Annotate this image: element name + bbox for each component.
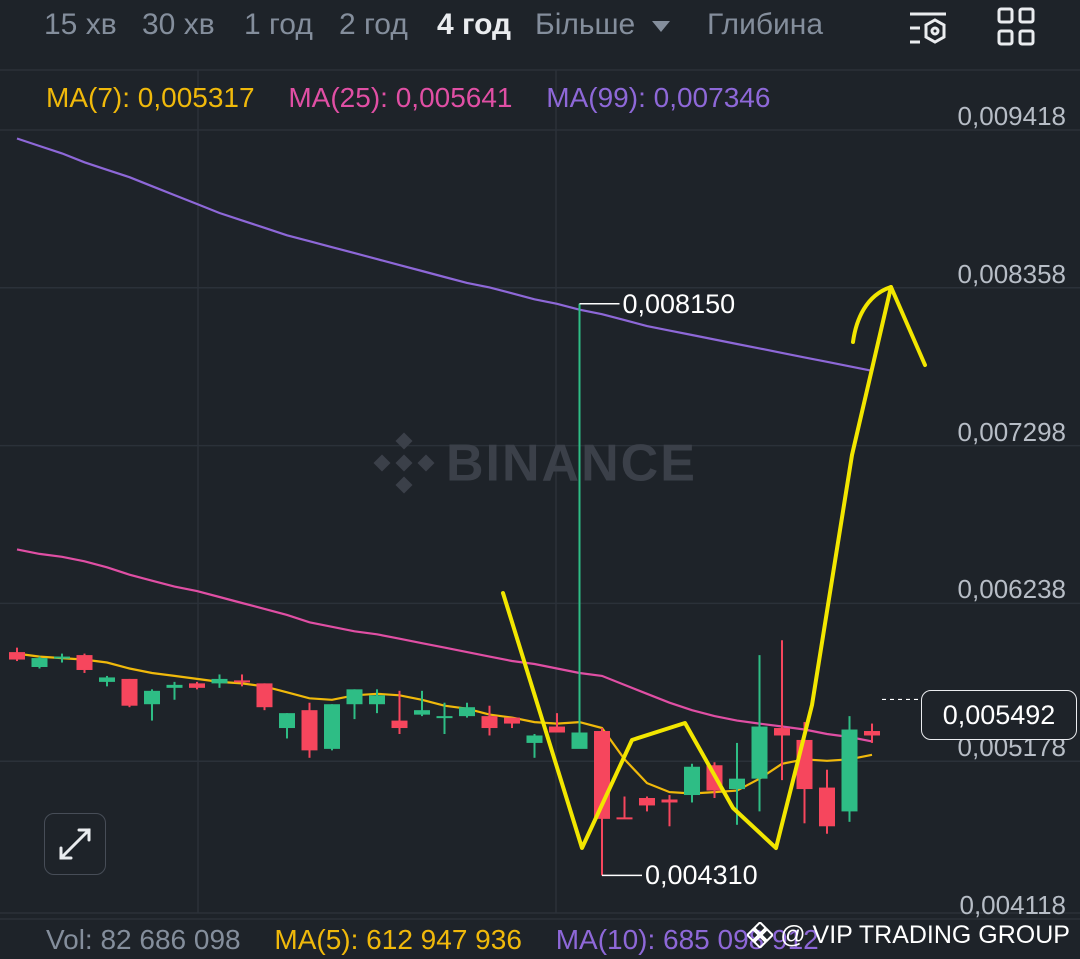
candle <box>841 716 858 822</box>
watermark-text: BINANCE <box>446 434 697 493</box>
chart-settings-icon[interactable] <box>906 6 950 50</box>
candle <box>391 690 408 734</box>
candle <box>526 733 543 758</box>
y-tick-label: 0,007298 <box>957 416 1066 447</box>
volume-value: Vol: 82 686 098 <box>46 924 241 955</box>
candle <box>751 655 768 812</box>
high-low-markers <box>579 303 642 877</box>
candle <box>211 674 228 688</box>
candle <box>571 303 588 749</box>
candle <box>256 683 273 711</box>
candle <box>369 689 385 714</box>
ma7-value: MA(7): 0,005317 <box>46 82 255 113</box>
ma99-value: MA(99): 0,007346 <box>546 82 771 113</box>
candlesticks <box>9 303 880 876</box>
tab-2h[interactable]: 2 год <box>339 8 408 41</box>
y-tick-label: 0,009418 <box>957 101 1066 131</box>
candle <box>639 796 655 812</box>
low-price-label: 0,004310 <box>645 860 758 891</box>
candle <box>864 723 880 743</box>
candle <box>324 704 340 751</box>
binance-watermark: BINANCE <box>372 430 697 495</box>
candle <box>189 681 205 690</box>
candle <box>346 689 363 720</box>
candle <box>166 681 183 700</box>
more-timeframes-button[interactable]: Більше <box>535 8 672 42</box>
candle <box>54 653 70 663</box>
candle <box>279 713 295 739</box>
timeframe-toolbar: 15 хв 30 хв 1 год 2 год 4 год Більше Гли… <box>0 0 1080 62</box>
volume-legend: Vol: 82 686 098 MA(5): 612 947 936 MA(10… <box>46 924 845 956</box>
chart-grid <box>0 69 1080 920</box>
last-price-label: 0,005492 <box>921 690 1077 740</box>
binance-logo-icon <box>373 432 435 494</box>
ma-legend: MA(7): 0,005317 MA(25): 0,005641 MA(99):… <box>46 82 796 114</box>
candle <box>31 656 48 669</box>
grid-layout-icon[interactable] <box>996 6 1036 48</box>
hand-drawn-forecast-line <box>501 285 927 850</box>
tab-4h[interactable]: 4 год <box>437 8 512 41</box>
candle <box>684 763 700 803</box>
hand-drawn-arrowhead <box>851 285 893 344</box>
candle <box>9 647 25 662</box>
expand-chart-button[interactable] <box>44 813 106 875</box>
y-tick-label: 0,006238 <box>957 574 1066 605</box>
high-price-label: 0,008150 <box>622 288 736 319</box>
more-label: Більше <box>535 8 636 41</box>
candle <box>121 678 138 708</box>
binance-small-icon <box>746 921 775 950</box>
volume-ma10: MA(10): 685 098 912 <box>555 924 819 955</box>
candle <box>459 702 475 718</box>
candle <box>616 796 633 820</box>
candle <box>481 705 498 736</box>
candle <box>436 702 453 734</box>
candle <box>774 640 790 781</box>
tab-1h[interactable]: 1 год <box>244 8 313 41</box>
candle <box>661 795 678 827</box>
candle <box>504 717 520 729</box>
caret-down-icon <box>651 21 670 33</box>
y-tick-label: 0,004118 <box>959 890 1066 920</box>
candle <box>819 769 835 834</box>
ma25-line <box>16 548 873 743</box>
expand-icon <box>59 828 91 860</box>
candle <box>234 674 250 687</box>
y-tick-label: 0,008358 <box>957 258 1066 289</box>
tab-15m[interactable]: 15 хв <box>44 8 117 41</box>
ma25-value: MA(25): 0,005641 <box>288 82 513 113</box>
candle <box>414 690 430 717</box>
depth-tab[interactable]: Глибина <box>707 8 824 41</box>
candle <box>549 713 565 733</box>
volume-ma5: MA(5): 612 947 936 <box>274 924 522 955</box>
candle <box>76 653 93 673</box>
credit-text: @ VIP TRADING GROUP <box>780 920 1070 949</box>
ma99-line <box>16 137 873 372</box>
candle <box>99 675 115 687</box>
tab-30m[interactable]: 30 хв <box>142 8 215 41</box>
candle <box>301 702 318 758</box>
candle <box>144 689 160 721</box>
credit-watermark: @ VIP TRADING GROUP <box>746 920 1070 950</box>
